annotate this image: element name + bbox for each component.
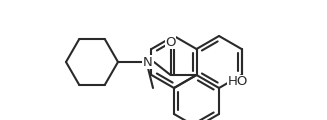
Text: HO: HO	[227, 75, 248, 88]
Text: N: N	[143, 55, 153, 69]
Text: O: O	[165, 36, 176, 48]
